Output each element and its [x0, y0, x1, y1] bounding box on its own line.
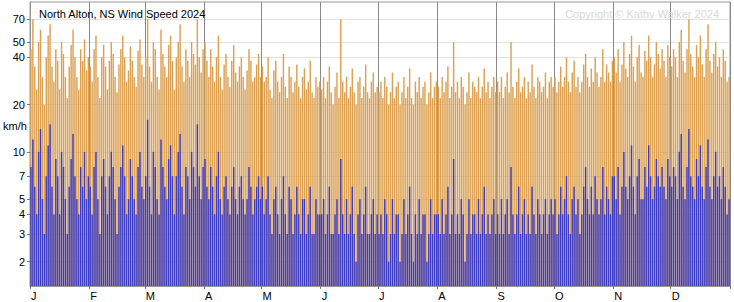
- svg-text:O: O: [555, 290, 564, 302]
- svg-text:2: 2: [19, 256, 25, 268]
- svg-text:J: J: [31, 290, 36, 302]
- svg-text:10: 10: [13, 146, 25, 158]
- svg-text:F: F: [90, 290, 97, 302]
- svg-text:km/h: km/h: [3, 120, 27, 132]
- svg-text:J: J: [322, 290, 328, 302]
- svg-text:J: J: [379, 290, 385, 302]
- svg-text:5: 5: [19, 193, 25, 205]
- svg-text:70: 70: [13, 13, 25, 25]
- svg-text:20: 20: [13, 99, 25, 111]
- svg-text:North Alton, NS Wind Speed 202: North Alton, NS Wind Speed 2024: [39, 8, 205, 20]
- svg-text:3: 3: [19, 228, 25, 240]
- svg-text:M: M: [146, 290, 155, 302]
- svg-text:4: 4: [19, 208, 25, 220]
- svg-text:A: A: [205, 290, 213, 302]
- svg-text:D: D: [672, 290, 680, 302]
- svg-text:7: 7: [19, 170, 25, 182]
- svg-text:Copyright © Kathy Walker 2024: Copyright © Kathy Walker 2024: [565, 8, 719, 20]
- svg-text:50: 50: [13, 36, 25, 48]
- svg-text:40: 40: [13, 51, 25, 63]
- svg-text:N: N: [614, 290, 622, 302]
- svg-text:A: A: [438, 290, 446, 302]
- svg-text:S: S: [498, 290, 505, 302]
- svg-text:M: M: [262, 290, 271, 302]
